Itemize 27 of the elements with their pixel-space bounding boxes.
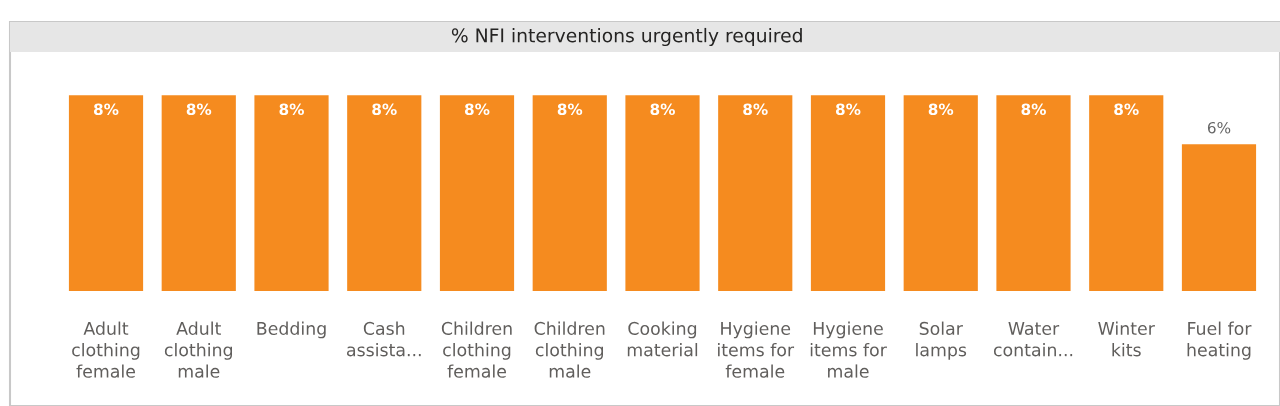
data-label: 8% (1021, 103, 1046, 115)
data-label: 8% (835, 103, 861, 115)
data-label: 8% (279, 103, 304, 115)
x-tick-label: Fuel for heating (1187, 321, 1252, 360)
x-tick-label: Cash assista... (347, 321, 421, 357)
x-tick-label: Water contain... (993, 322, 1073, 357)
data-label: 6% (1207, 121, 1231, 134)
data-label: 8% (464, 103, 490, 115)
x-tick-label: Children clothing female (441, 321, 512, 378)
data-label: 8% (743, 103, 768, 115)
data-label: 8% (93, 103, 119, 115)
data-label: 8% (557, 103, 583, 115)
x-tick-label: Hygiene items for male (810, 321, 887, 378)
data-label: 8% (928, 103, 954, 115)
x-tick-label: Hygiene items for female (718, 321, 795, 378)
x-tick-label: Solar lamps (916, 321, 967, 360)
x-tick-label: Bedding (257, 321, 326, 339)
data-label: 8% (186, 103, 212, 115)
data-label: 8% (372, 103, 397, 115)
data-label: 8% (650, 103, 675, 115)
x-tick-label: Children clothing male (534, 321, 605, 378)
x-tick-label: Cooking material (627, 321, 698, 357)
data-label: 8% (1114, 103, 1139, 115)
x-tick-label: Winter kits (1098, 321, 1155, 357)
x-tick-label: Adult clothing female (72, 321, 140, 378)
chart-title: % NFI interventions urgently required (451, 27, 802, 47)
x-tick-label: Adult clothing male (164, 321, 233, 378)
